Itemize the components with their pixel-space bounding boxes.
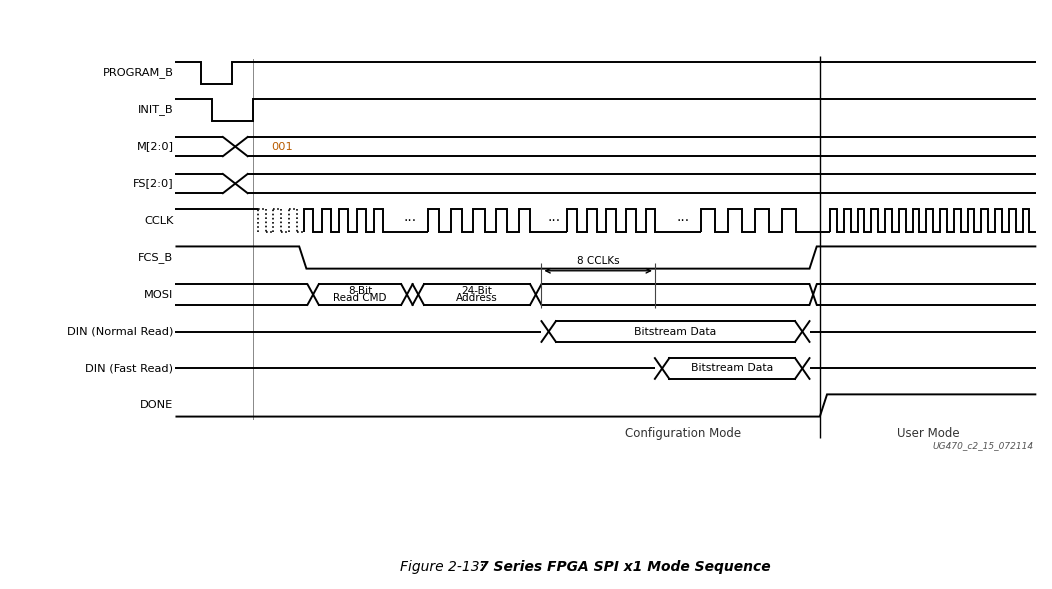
- Text: 8-Bit: 8-Bit: [348, 286, 372, 296]
- Text: 001: 001: [271, 141, 294, 151]
- Text: FS[2:0]: FS[2:0]: [133, 178, 174, 188]
- Text: Bitstream Data: Bitstream Data: [634, 326, 716, 336]
- Text: Read CMD: Read CMD: [333, 293, 387, 303]
- Text: ···: ···: [404, 214, 417, 227]
- Text: ···: ···: [676, 214, 690, 227]
- Text: 7 Series FPGA SPI x1 Mode Sequence: 7 Series FPGA SPI x1 Mode Sequence: [479, 560, 770, 574]
- Text: 8 CCLKs: 8 CCLKs: [576, 256, 620, 266]
- Text: 24-Bit: 24-Bit: [462, 286, 492, 296]
- Text: Address: Address: [457, 293, 498, 303]
- Text: DONE: DONE: [140, 401, 174, 411]
- Text: Bitstream Data: Bitstream Data: [691, 363, 773, 373]
- Text: PROGRAM_B: PROGRAM_B: [102, 67, 174, 78]
- Text: CCLK: CCLK: [144, 216, 174, 226]
- Text: Configuration Mode: Configuration Mode: [625, 427, 742, 441]
- Text: DIN (Normal Read): DIN (Normal Read): [67, 326, 174, 336]
- Text: DIN (Fast Read): DIN (Fast Read): [85, 363, 174, 373]
- Text: UG470_c2_15_072114: UG470_c2_15_072114: [932, 441, 1033, 449]
- Text: MOSI: MOSI: [144, 290, 174, 300]
- Text: INIT_B: INIT_B: [138, 104, 174, 115]
- Text: ···: ···: [548, 214, 561, 227]
- Text: FCS_B: FCS_B: [138, 252, 174, 263]
- Text: Figure 2-13:: Figure 2-13:: [400, 560, 484, 574]
- Text: M[2:0]: M[2:0]: [137, 141, 174, 151]
- Text: User Mode: User Mode: [896, 427, 959, 441]
